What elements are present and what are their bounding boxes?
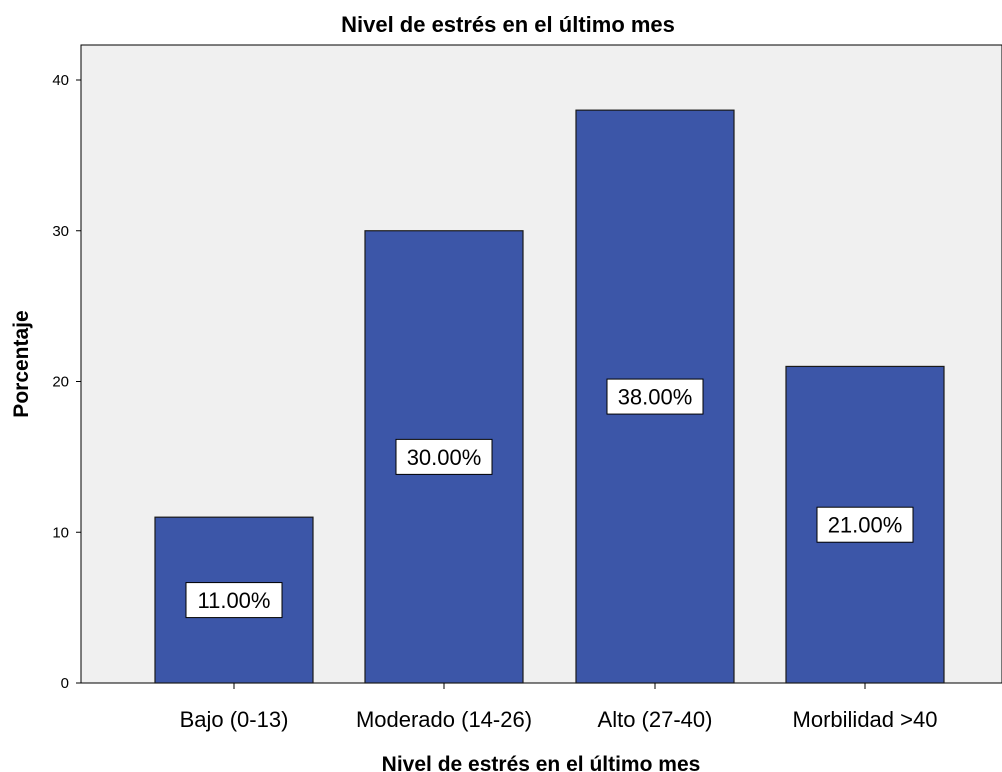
x-category-label: Moderado (14-26): [356, 707, 532, 732]
data-label-box: [185, 582, 283, 619]
y-tick-label: 0: [61, 675, 69, 692]
data-label: 21.00%: [828, 513, 903, 538]
x-axis-title: Nivel de estrés en el último mes: [382, 753, 701, 772]
chart-title: Nivel de estrés en el último mes: [341, 12, 675, 37]
bars-group: [154, 109, 945, 684]
data-label: 11.00%: [198, 588, 271, 613]
data-label: 38.00%: [618, 385, 693, 410]
y-axis-title: Porcentaje: [10, 310, 33, 417]
data-label-box: [395, 438, 493, 475]
y-tick-label: 20: [52, 374, 69, 391]
data-label: 30.00%: [407, 445, 482, 470]
y-axis: 0 10 20 30 40: [52, 72, 81, 692]
x-category-label: Bajo (0-13): [180, 707, 289, 732]
x-category-label: Alto (27-40): [598, 707, 713, 732]
bar: [154, 516, 314, 684]
data-labels-group: 11.00% 30.00% 38.00% 21.00%: [185, 378, 914, 619]
y-tick-label: 30: [52, 223, 69, 240]
data-label-box: [606, 378, 704, 415]
x-axis: Bajo (0-13) Moderado (14-26) Alto (27-40) M…: [180, 683, 938, 732]
y-tick-label: 10: [52, 524, 69, 541]
data-label-box: [816, 506, 914, 543]
x-category-label: Morbilidad >40: [793, 707, 938, 732]
y-tick-label: 40: [52, 72, 69, 89]
